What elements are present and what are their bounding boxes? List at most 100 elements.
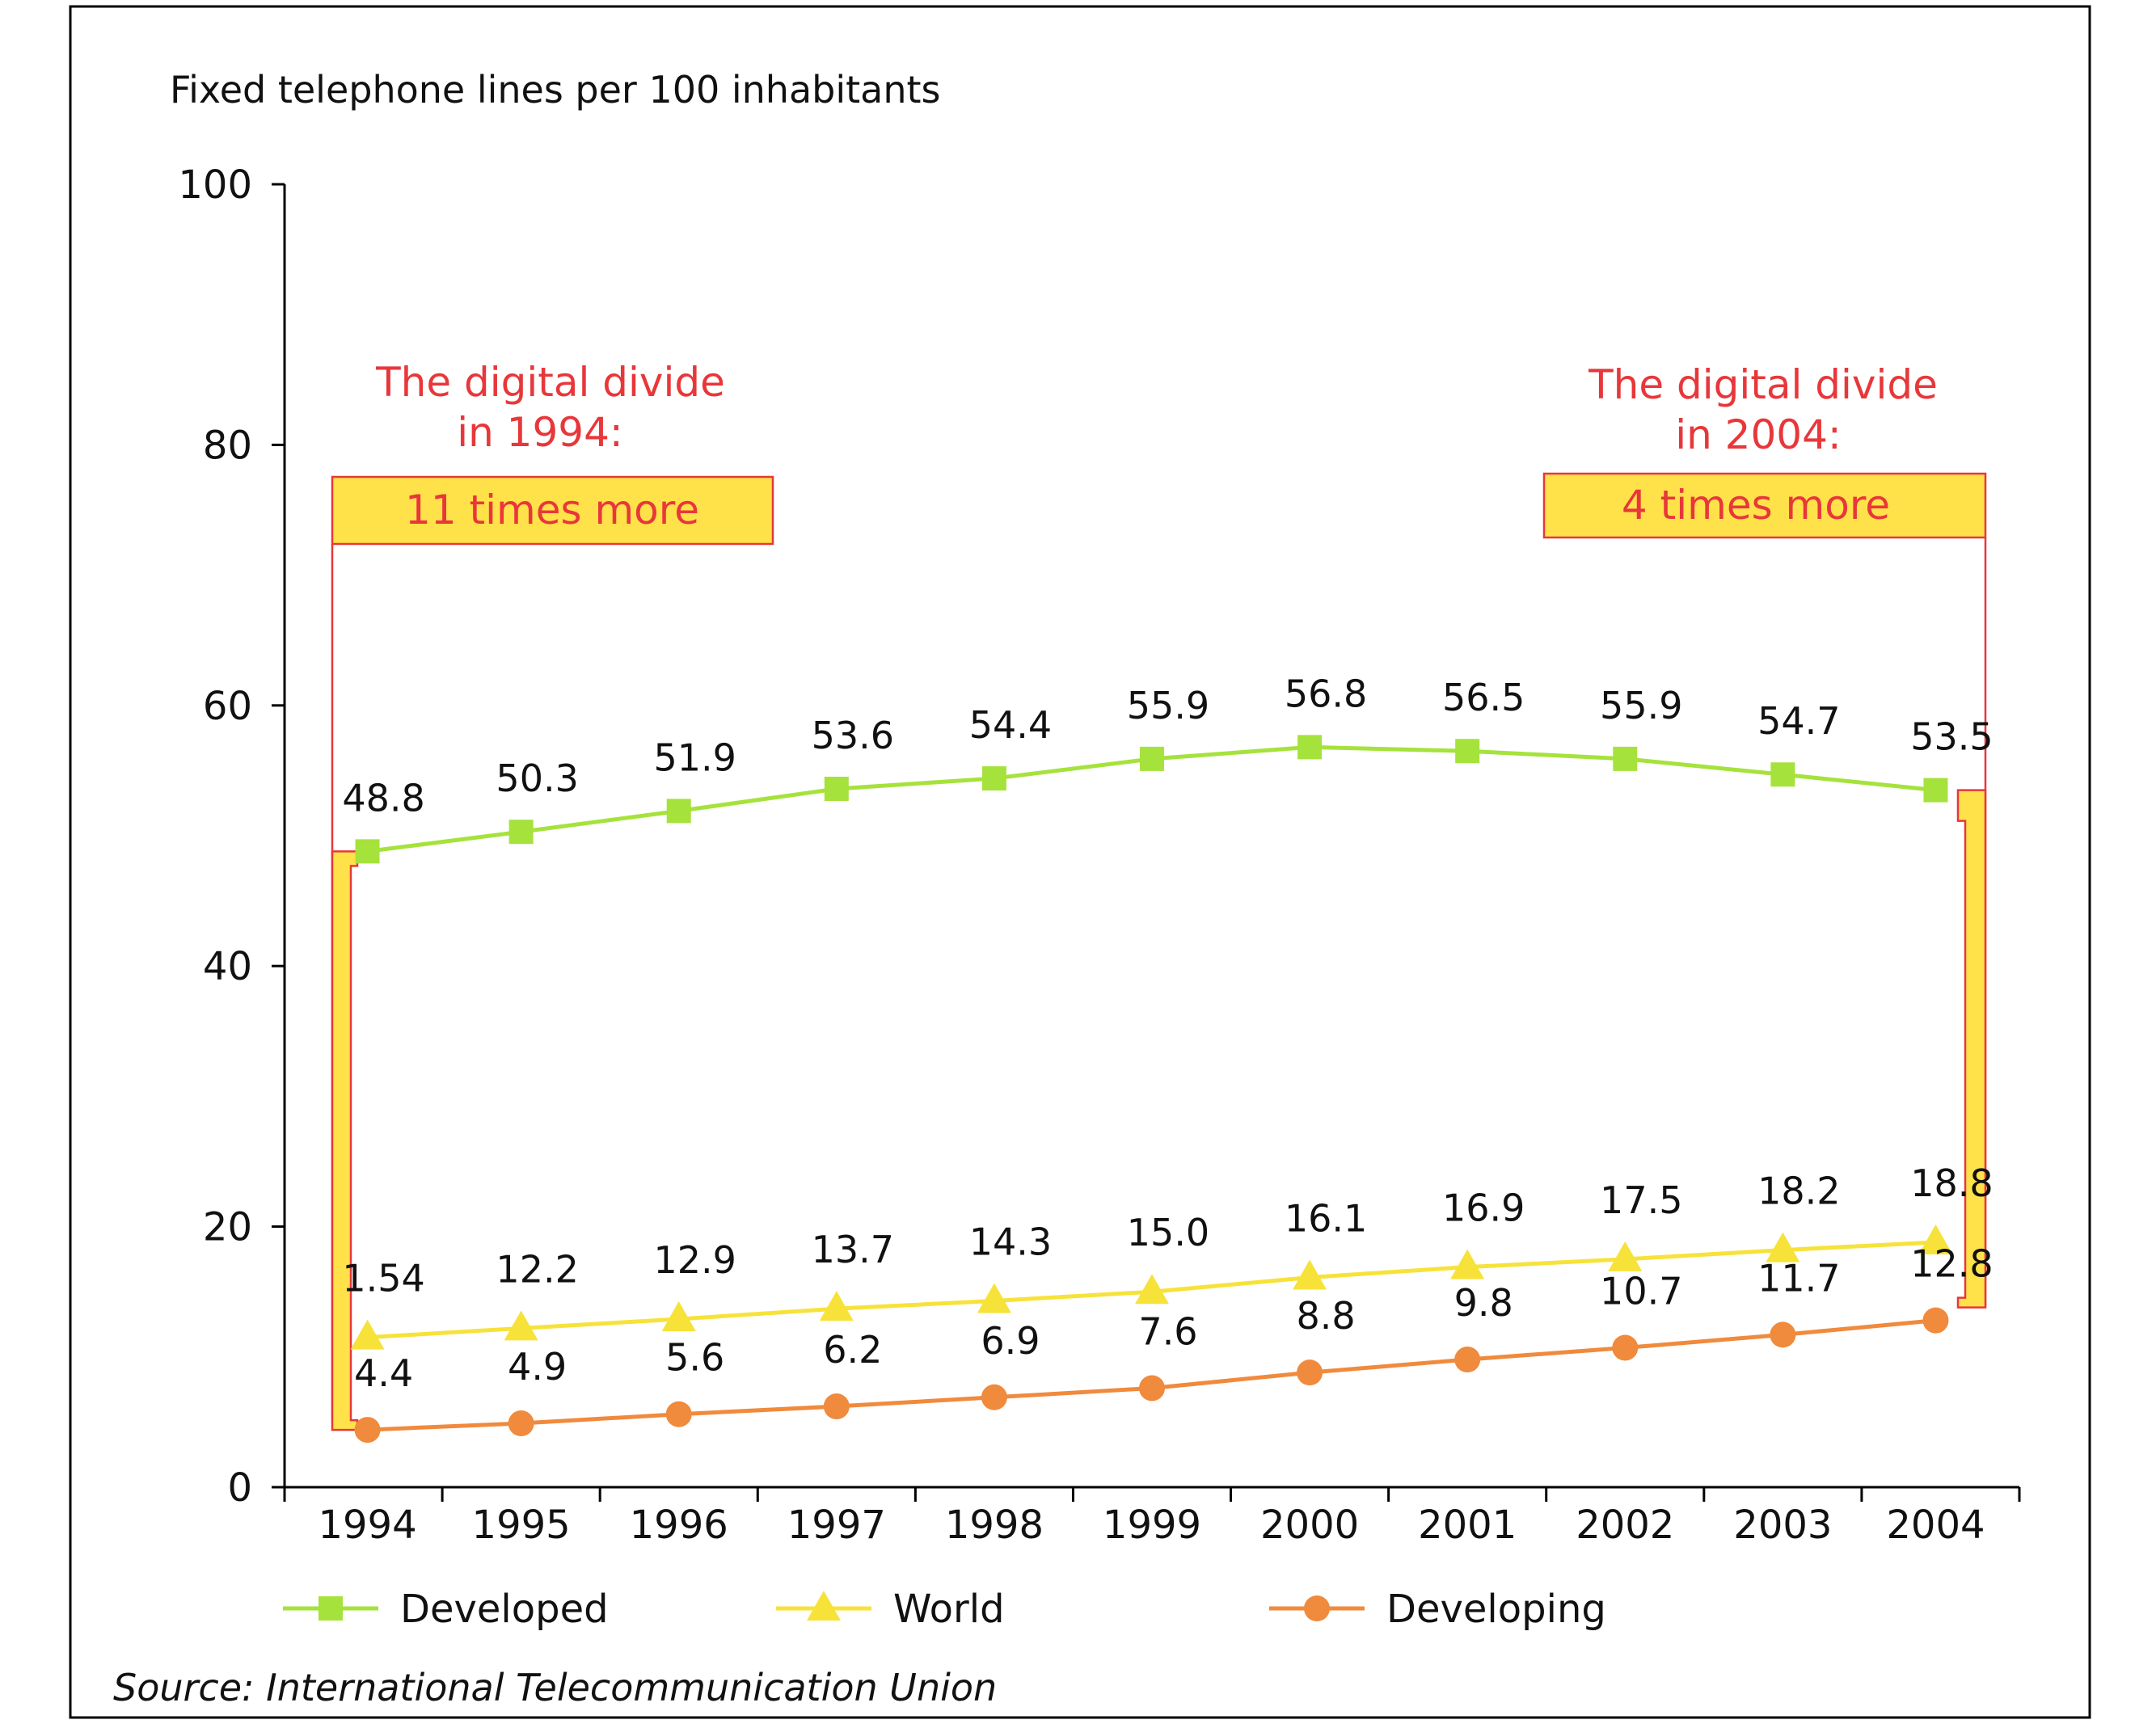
annotation-subtitle-1994: in 1994: [457,409,623,456]
y-axis-title: Fixed telephone lines per 100 inhabitant… [170,68,941,112]
data-label-world: 14.3 [969,1220,1052,1263]
data-point-world [1450,1249,1485,1279]
series-developing: 4.4 4.9 5.6 6.2 6.9 7.6 8.8 9.8 10.7 11.7 12.8 [354,1242,1994,1444]
annotation-box-text-1994: 11 times more [405,487,699,533]
x-tick-label: 1996 [630,1503,728,1548]
data-point-developed [824,776,849,801]
x-tick-label: 1997 [787,1503,886,1548]
data-label-developing: 9.8 [1454,1281,1513,1325]
data-point-developing [1612,1334,1639,1361]
data-point-developing [665,1401,692,1427]
annotation-title-1994: The digital divide [375,359,725,406]
source-note: Source: International Telecommunication … [113,1666,997,1709]
data-label-world: 18.8 [1910,1161,1993,1205]
series-world: 1.54 12.2 12.9 13.7 14.3 15.0 16.1 16.9 17.5 18.2… [342,1161,1994,1350]
data-point-developed [666,799,691,824]
data-label-developed: 53.5 [1910,715,1993,759]
data-label-developing: 4.4 [354,1351,413,1395]
data-label-developing: 6.2 [823,1328,882,1372]
data-label-world: 12.9 [654,1238,736,1282]
data-label-world: 12.2 [496,1247,578,1291]
data-label-world: 1.54 [342,1257,424,1300]
data-label-world: 13.7 [812,1228,894,1271]
data-label-developing: 11.7 [1757,1256,1840,1300]
y-tick-label: 20 [203,1205,252,1250]
data-label-developed: 55.9 [1127,684,1209,727]
bracket-2004 [1956,789,1987,1309]
data-point-developing [1922,1307,1949,1334]
data-point-world [1918,1224,1953,1254]
legend-marker-world [807,1591,841,1621]
data-point-world [977,1283,1011,1313]
data-point-developed [1140,746,1164,771]
data-point-world [1135,1274,1169,1305]
data-label-developing: 10.7 [1600,1270,1682,1313]
x-tick-label: 1994 [318,1503,416,1548]
annotation-title-2004: The digital divide [1588,361,1938,408]
x-tick-label: 2000 [1260,1503,1359,1548]
y-tick-label: 80 [203,423,252,468]
x-tick-label: 2003 [1733,1503,1832,1548]
data-point-world [661,1301,696,1332]
data-label-developing: 8.8 [1297,1294,1356,1338]
data-label-developing: 5.6 [665,1336,724,1380]
annotation-box-2004 [1542,472,1987,539]
data-label-developed: 56.5 [1442,676,1525,719]
data-label-developed: 54.7 [1757,699,1840,743]
data-point-developed [355,839,380,864]
data-point-developing [1297,1359,1323,1386]
annotation-subtitle-2004: in 2004: [1675,411,1842,458]
data-label-world: 17.5 [1600,1178,1682,1222]
legend-marker-developing [1304,1595,1330,1621]
data-label-developing: 12.8 [1910,1242,1993,1286]
data-point-developing [1454,1347,1481,1373]
data-point-developing [508,1410,534,1437]
data-point-developed [1923,778,1948,803]
series-layer: 48.8 50.3 51.9 53.6 54.4 55.9 56.8 56.5 55.9 54.7… [342,672,1994,1444]
data-point-developed [1613,746,1638,771]
y-tick-label: 60 [203,684,252,729]
data-label-world: 16.1 [1285,1196,1367,1240]
data-label-developed: 55.9 [1600,684,1682,727]
data-point-developing [1770,1321,1796,1348]
data-point-developed [1455,739,1480,764]
x-tick-label: 1998 [945,1503,1044,1548]
data-label-developed: 53.6 [812,714,894,757]
x-tick-label: 2002 [1576,1503,1674,1548]
data-point-world [1608,1241,1643,1271]
legend-label-world: World [893,1587,1005,1632]
x-tick-label: 2004 [1886,1503,1985,1548]
data-point-developed [981,766,1006,791]
data-label-developing: 7.6 [1138,1309,1197,1353]
x-tick-label: 1995 [472,1503,571,1548]
y-tick-label: 100 [178,162,252,208]
legend-label-developing: Developing [1386,1587,1606,1632]
data-point-developed [1297,735,1323,760]
series-developed: 48.8 50.3 51.9 53.6 54.4 55.9 56.8 56.5 55.9 54.7… [342,672,1994,864]
y-tick-label: 0 [227,1465,252,1511]
data-label-developed: 51.9 [654,736,736,779]
data-point-world [1766,1232,1800,1262]
data-point-world [350,1319,385,1350]
data-label-world: 18.2 [1757,1170,1840,1213]
data-point-developed [508,820,534,845]
legend-marker-developed [319,1596,343,1621]
annotation-box-text-2004: 4 times more [1622,482,1890,529]
data-label-developing: 4.9 [508,1345,567,1389]
data-point-developing [1139,1375,1165,1402]
data-point-developed [1770,762,1795,787]
data-point-world [504,1310,538,1341]
data-point-world [819,1291,854,1321]
data-point-developing [981,1384,1007,1410]
data-point-developing [354,1417,381,1444]
annotation-box-1994 [331,475,774,546]
data-label-developed: 50.3 [496,757,578,800]
y-tick-label: 40 [203,944,252,989]
legend: Developed World Developing [283,1587,1606,1632]
data-label-developed: 56.8 [1285,672,1367,715]
data-label-world: 16.9 [1442,1187,1525,1230]
data-point-developing [823,1393,850,1420]
data-point-world [1293,1259,1327,1290]
